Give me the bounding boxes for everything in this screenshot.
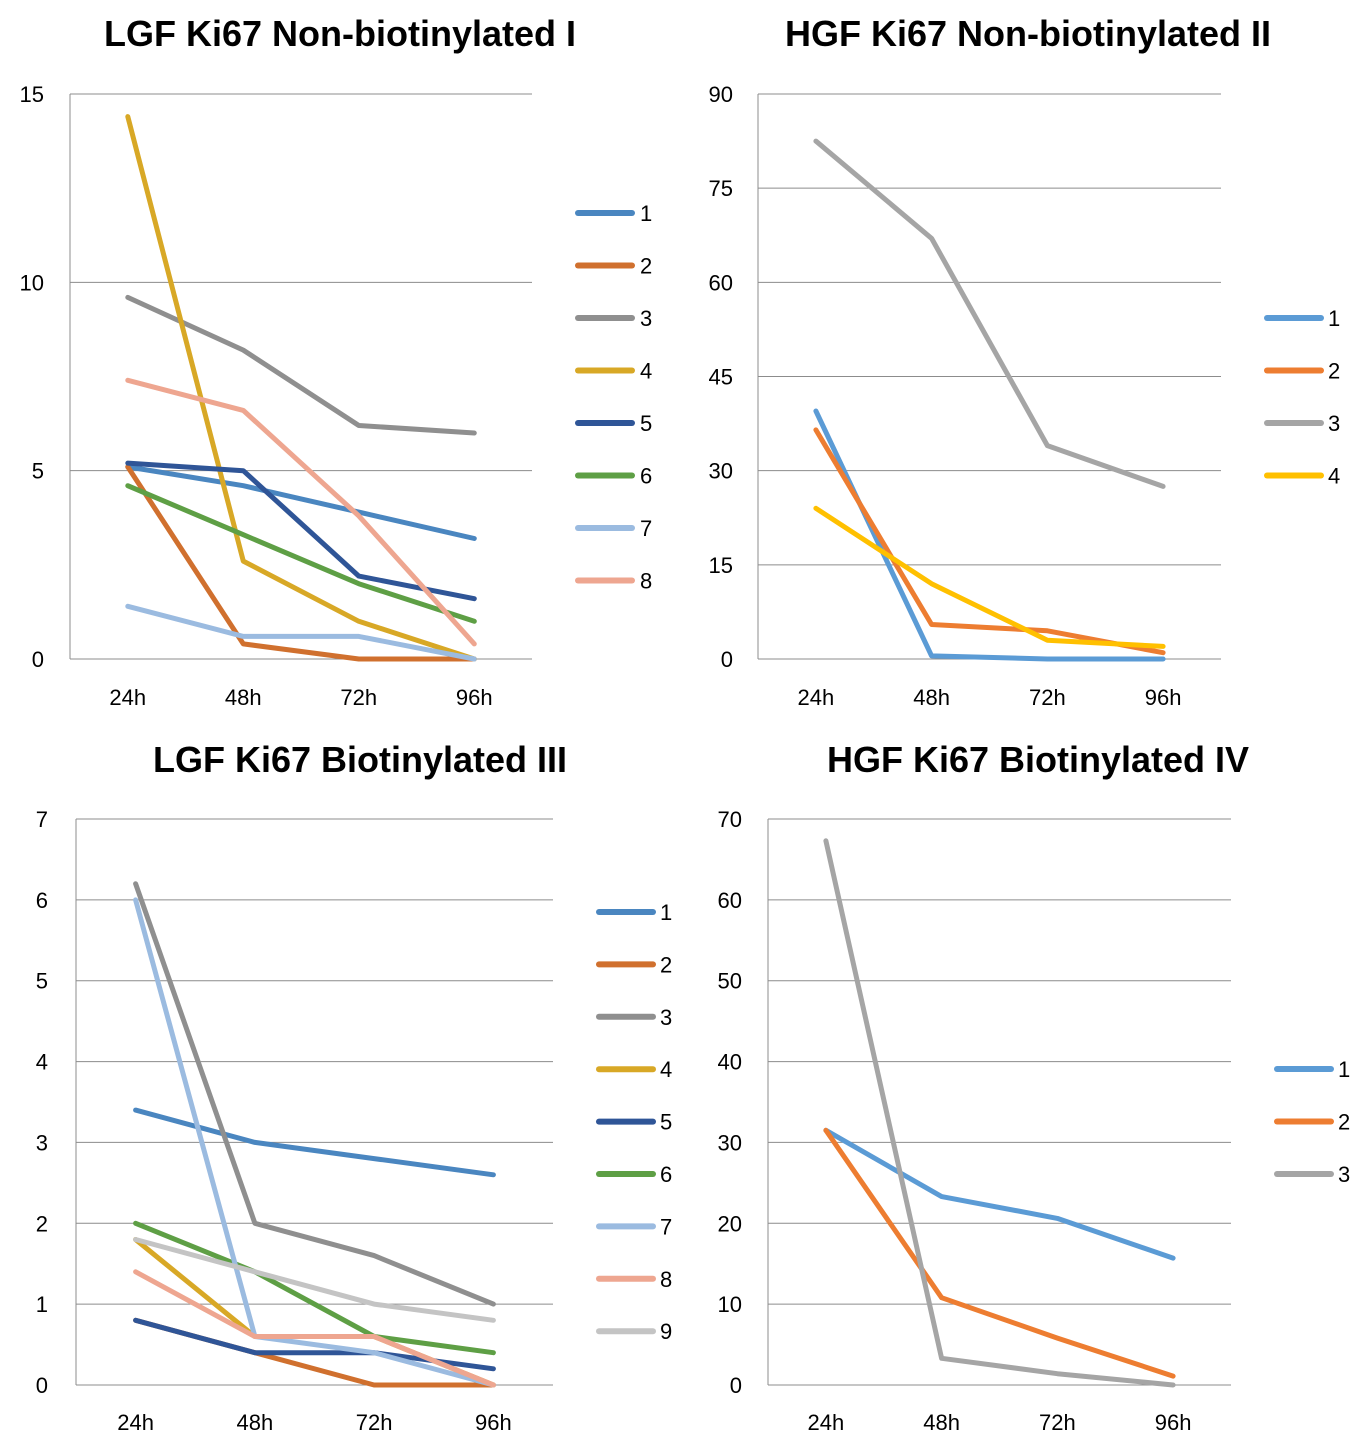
legend-label: 1 <box>660 900 672 925</box>
legend-label: 2 <box>1338 1110 1350 1135</box>
series-line-6 <box>125 483 477 624</box>
y-tick-label: 0 <box>32 647 44 672</box>
y-tick-label: 30 <box>718 1130 742 1155</box>
y-tick-label: 45 <box>709 365 733 390</box>
y-tick-label: 40 <box>718 1050 742 1075</box>
series-line-4 <box>813 505 1166 649</box>
x-tick-label: 72h <box>1029 685 1066 710</box>
y-tick-label: 90 <box>709 82 733 107</box>
legend-label: 3 <box>1338 1162 1350 1187</box>
series-line-7 <box>125 603 477 662</box>
series-line-6 <box>133 1220 496 1356</box>
x-tick-label: 72h <box>1039 1410 1076 1435</box>
legend: 1 2 3 <box>1274 1057 1350 1187</box>
y-tick-label: 15 <box>709 553 733 578</box>
chart-panel-2: HGF Ki67 Non-biotinylated II 0 15 30 45 60 75 9… <box>709 13 1341 710</box>
y-tick-label: 10 <box>718 1292 742 1317</box>
legend-label: 1 <box>1338 1057 1350 1082</box>
legend-label: 3 <box>660 1005 672 1030</box>
y-tick-label: 0 <box>730 1373 742 1398</box>
y-tick-label: 2 <box>36 1211 48 1236</box>
series-line-9 <box>133 1237 496 1323</box>
y-tick-label: 50 <box>718 969 742 994</box>
y-tick-label: 5 <box>32 459 44 484</box>
legend-label: 2 <box>660 952 672 977</box>
series-line-5 <box>125 460 477 602</box>
legend-label: 9 <box>660 1319 672 1344</box>
legend-label: 8 <box>660 1267 672 1292</box>
legend-label: 5 <box>640 411 652 436</box>
y-tick-label: 10 <box>20 270 44 295</box>
series-line-1 <box>125 464 477 541</box>
y-tick-label: 75 <box>709 176 733 201</box>
x-tick-label: 24h <box>798 685 835 710</box>
series-line-1 <box>823 1127 1176 1261</box>
legend-label: 1 <box>1328 306 1340 331</box>
legend-label: 2 <box>1328 359 1340 384</box>
series-line-1 <box>813 408 1166 662</box>
legend-label: 5 <box>660 1110 672 1135</box>
y-tick-label: 4 <box>36 1050 48 1075</box>
legend: 1 2 3 4 <box>1264 306 1340 489</box>
y-tick-label: 30 <box>709 459 733 484</box>
y-tick-label: 70 <box>718 807 742 832</box>
series-line-2 <box>823 1127 1176 1379</box>
legend-label: 6 <box>640 464 652 489</box>
y-tick-label: 7 <box>36 807 48 832</box>
x-tick-label: 96h <box>1145 685 1182 710</box>
legend: 1 2 3 4 5 6 7 8 9 <box>596 900 672 1344</box>
y-tick-label: 60 <box>709 270 733 295</box>
legend-label: 4 <box>660 1057 672 1082</box>
x-tick-label: 24h <box>109 685 146 710</box>
x-tick-label: 48h <box>225 685 262 710</box>
x-tick-label: 48h <box>237 1410 274 1435</box>
y-tick-label: 60 <box>718 888 742 913</box>
x-tick-label: 96h <box>475 1410 512 1435</box>
chart-title: HGF Ki67 Non-biotinylated II <box>785 13 1271 54</box>
chart-title: LGF Ki67 Non-biotinylated I <box>104 13 576 54</box>
y-tick-label: 3 <box>36 1130 48 1155</box>
y-tick-label: 1 <box>36 1292 48 1317</box>
chart-title: LGF Ki67 Biotinylated III <box>153 739 567 780</box>
x-tick-label: 96h <box>456 685 493 710</box>
legend-label: 2 <box>640 254 652 279</box>
y-tick-label: 0 <box>721 647 733 672</box>
legend-label: 3 <box>640 306 652 331</box>
series-line-7 <box>133 897 496 1388</box>
y-tick-label: 15 <box>20 82 44 107</box>
series-line-8 <box>125 377 477 647</box>
y-tick-label: 20 <box>718 1211 742 1236</box>
legend-label: 7 <box>640 516 652 541</box>
legend-label: 1 <box>640 201 652 226</box>
legend-label: 4 <box>1328 464 1340 489</box>
legend-label: 7 <box>660 1214 672 1239</box>
x-tick-label: 72h <box>356 1410 393 1435</box>
x-tick-label: 72h <box>340 685 377 710</box>
chart-panel-4: HGF Ki67 Biotinylated IV 0 10 20 30 40 50 60 70 2… <box>718 739 1351 1435</box>
y-tick-label: 5 <box>36 969 48 994</box>
x-tick-label: 48h <box>923 1410 960 1435</box>
series-line-4 <box>125 114 477 662</box>
chart-title: HGF Ki67 Biotinylated IV <box>827 739 1249 780</box>
chart-panel-3: LGF Ki67 Biotinylated III 0 1 2 3 4 5 6 7 24h 48h 7… <box>36 739 673 1435</box>
legend-label: 8 <box>640 569 652 594</box>
series-line-3 <box>125 294 477 436</box>
y-tick-label: 0 <box>36 1373 48 1398</box>
x-tick-label: 24h <box>117 1410 154 1435</box>
legend-label: 4 <box>640 359 652 384</box>
series-line-3 <box>823 838 1176 1388</box>
legend-label: 6 <box>660 1162 672 1187</box>
series-line-3 <box>813 138 1166 489</box>
x-tick-label: 48h <box>913 685 950 710</box>
y-tick-label: 6 <box>36 888 48 913</box>
series-line-3 <box>133 881 496 1307</box>
x-tick-label: 96h <box>1155 1410 1192 1435</box>
legend: 1 2 3 4 5 6 7 8 <box>575 201 652 594</box>
x-tick-label: 24h <box>808 1410 845 1435</box>
series-line-2 <box>125 464 477 662</box>
series-line-8 <box>133 1269 496 1388</box>
legend-label: 3 <box>1328 411 1340 436</box>
